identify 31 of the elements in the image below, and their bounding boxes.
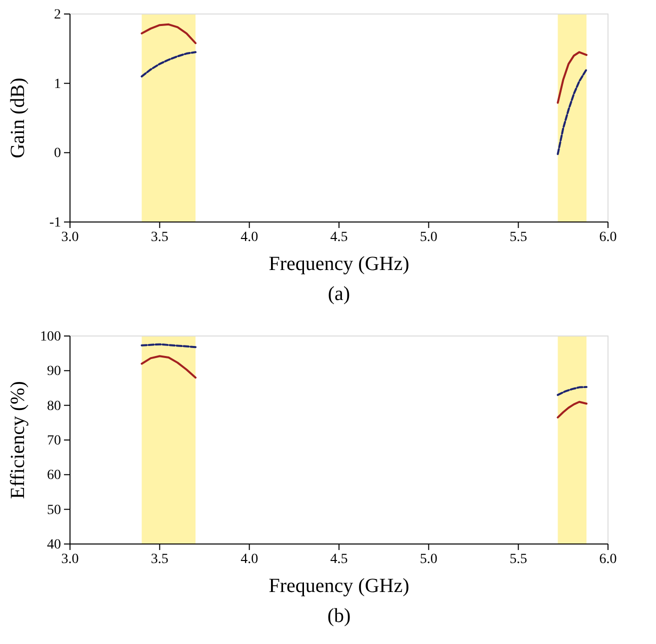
x-axis-title: Frequency (GHz) (268, 575, 410, 597)
x-tick-label: 4.0 (240, 552, 258, 567)
x-axis-title: Frequency (GHz) (268, 253, 410, 275)
y-tick-label: 2 (54, 7, 61, 22)
y-axis-title: Gain (dB) (7, 78, 29, 158)
x-tick-label: 3.0 (61, 552, 79, 567)
x-tick-label: 4.5 (330, 230, 348, 245)
x-tick-label: 3.0 (61, 230, 79, 245)
y-tick-label: 90 (47, 364, 61, 380)
y-tick-label: 40 (47, 537, 61, 552)
x-tick-label: 5.0 (420, 552, 438, 567)
y-tick-label: 60 (47, 468, 61, 484)
text: (b) (327, 605, 351, 627)
x-tick-label: 3.5 (150, 552, 168, 567)
x-tick-label: 6.0 (599, 230, 617, 245)
y-tick-label: 70 (47, 433, 61, 448)
x-tick-label: 5.5 (510, 230, 528, 245)
y-tick-label: 100 (40, 329, 61, 344)
x-tick-label: 4.0 (240, 230, 258, 245)
y-tick-label: 0 (54, 146, 61, 162)
x-tick-label: 6.0 (599, 552, 617, 567)
y-tick-label: 50 (47, 502, 61, 518)
y-tick-label: 1 (54, 76, 61, 92)
x-tick-label: 4.5 (330, 552, 348, 567)
x-tick-label: 5.0 (420, 230, 438, 245)
x-tick-label: 5.5 (510, 552, 528, 567)
y-axis-title: Efficiency (%) (7, 381, 29, 499)
y-tick-label: -1 (49, 215, 61, 230)
x-tick-label: 3.5 (150, 230, 168, 245)
text: (a) (328, 283, 350, 305)
y-tick-label: 80 (47, 398, 61, 414)
